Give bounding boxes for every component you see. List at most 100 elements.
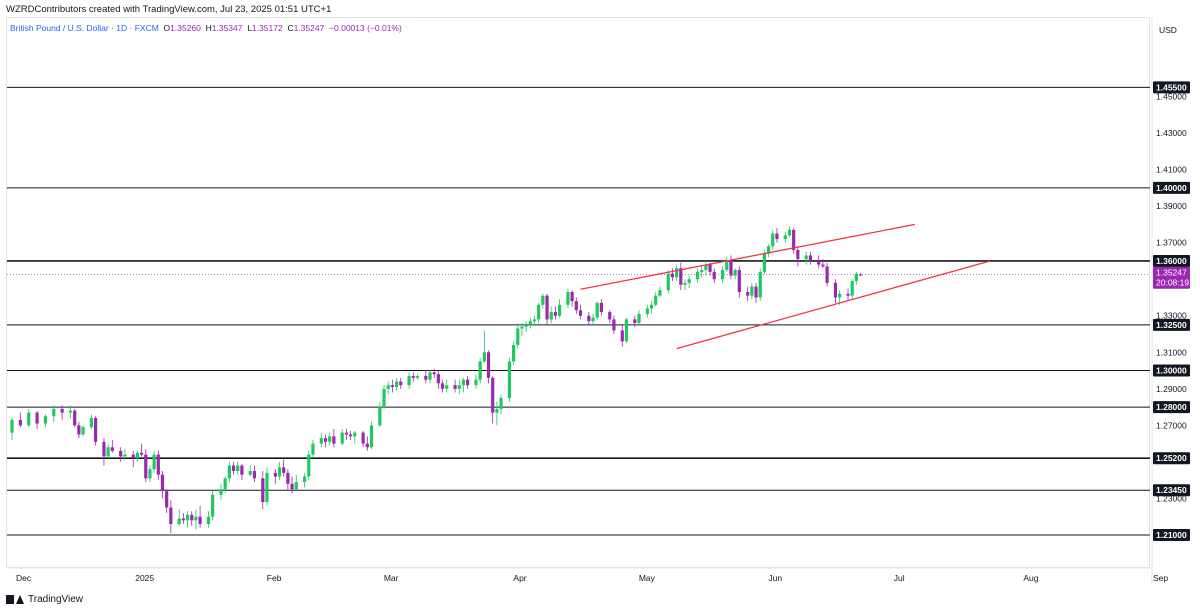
candle-body [762,253,766,272]
level-price-tag [1153,484,1190,497]
candle-body [319,438,323,444]
candle-body [666,273,670,291]
y-tick-label: 1.43000 [1156,128,1187,138]
candle-body [424,376,428,380]
candle-body [411,376,415,378]
candle-body [466,379,470,386]
candle-body [110,447,114,451]
level-price-label: 1.28000 [1156,402,1187,412]
candle-body [612,319,616,331]
x-tick-label: Sep [1153,573,1168,583]
candle-body [737,270,741,292]
candle-body [10,419,14,433]
high-value: 1.35347 [211,23,243,33]
y-tick-label: 1.45000 [1156,92,1187,102]
candle-body [587,315,591,322]
candle-body [139,452,144,455]
candle-body [152,454,156,470]
candle-body [775,233,779,240]
candle-body [649,304,654,309]
x-tick-label: Mar [384,573,399,583]
candle-body [177,518,181,524]
candle-body [507,361,512,398]
level-price-label: 1.25200 [1156,453,1187,463]
candle-body [252,471,257,479]
candle-body [495,408,499,413]
candle-body [858,274,863,276]
channel-trendline [580,223,916,290]
candle-body [549,312,553,320]
candle-body [43,416,48,424]
candle-body [683,282,687,285]
candle-body [796,249,800,260]
candle-body [499,397,503,409]
close-label: C [287,23,294,33]
candle-body [328,436,332,442]
candle-body [854,273,858,282]
candle-body [595,302,599,318]
candle-body [700,270,704,272]
candle-body [453,385,457,389]
candle-body [746,291,750,296]
candle-body [382,388,386,408]
candle-body [378,407,382,426]
tradingview-logo-icon [6,595,24,604]
candle-body [81,427,85,435]
candle-body [169,507,173,524]
candle-body [675,268,679,278]
candle-body [578,310,583,316]
candle-body [537,304,541,320]
candle-body [365,443,369,448]
candle-body [148,469,152,479]
candle-body [231,465,236,472]
x-tick-label: 2025 [135,573,154,583]
candle-body [787,229,792,236]
candle-body [290,483,294,490]
level-price-tag [1153,401,1190,414]
candle-body [277,467,282,477]
candle-body [156,454,160,475]
candle-body [712,271,716,280]
level-price-label: 1.30000 [1156,366,1187,376]
chart-attribution: WZRDContributors created with TradingVie… [6,4,332,15]
x-tick-label: Feb [267,573,282,583]
low-label: L [247,23,252,33]
channel-trendline [676,260,991,350]
tradingview-logo[interactable]: TradingView [6,594,83,605]
candle-body [369,425,374,448]
candle-body [223,478,227,490]
candle-body [77,425,81,435]
candle-body [190,514,194,521]
candle-body [340,432,344,444]
candle-body [432,372,436,375]
candle-body [633,319,637,324]
level-price-tag [1153,452,1190,465]
candle-body [574,301,578,311]
candle-body [407,376,411,386]
candle-body [532,319,537,322]
level-price-tag [1153,81,1190,94]
candle-body [198,516,202,524]
candle-body [52,408,56,417]
candle-body [524,324,528,327]
symbol-name[interactable]: British Pound / U.S. Dollar · 1D · FXCM [10,23,159,33]
level-price-label: 1.36000 [1156,256,1187,266]
level-price-tag [1153,364,1190,377]
candle-body [348,434,353,437]
price-axis-unit[interactable]: USD [1159,25,1177,35]
candle-body [637,313,641,324]
candle-body [482,352,486,362]
x-tick-label: Jul [894,573,905,583]
candle-body [123,454,127,457]
candle-body [27,412,31,426]
candle-body [821,264,825,267]
candle-body [704,264,708,271]
candle-body [516,328,520,345]
candle-body [838,293,842,298]
y-tick-label: 1.29000 [1156,384,1187,394]
candle-body [645,308,649,314]
candle-body [687,279,691,283]
candle-body [261,478,265,503]
candle-body [303,476,307,482]
